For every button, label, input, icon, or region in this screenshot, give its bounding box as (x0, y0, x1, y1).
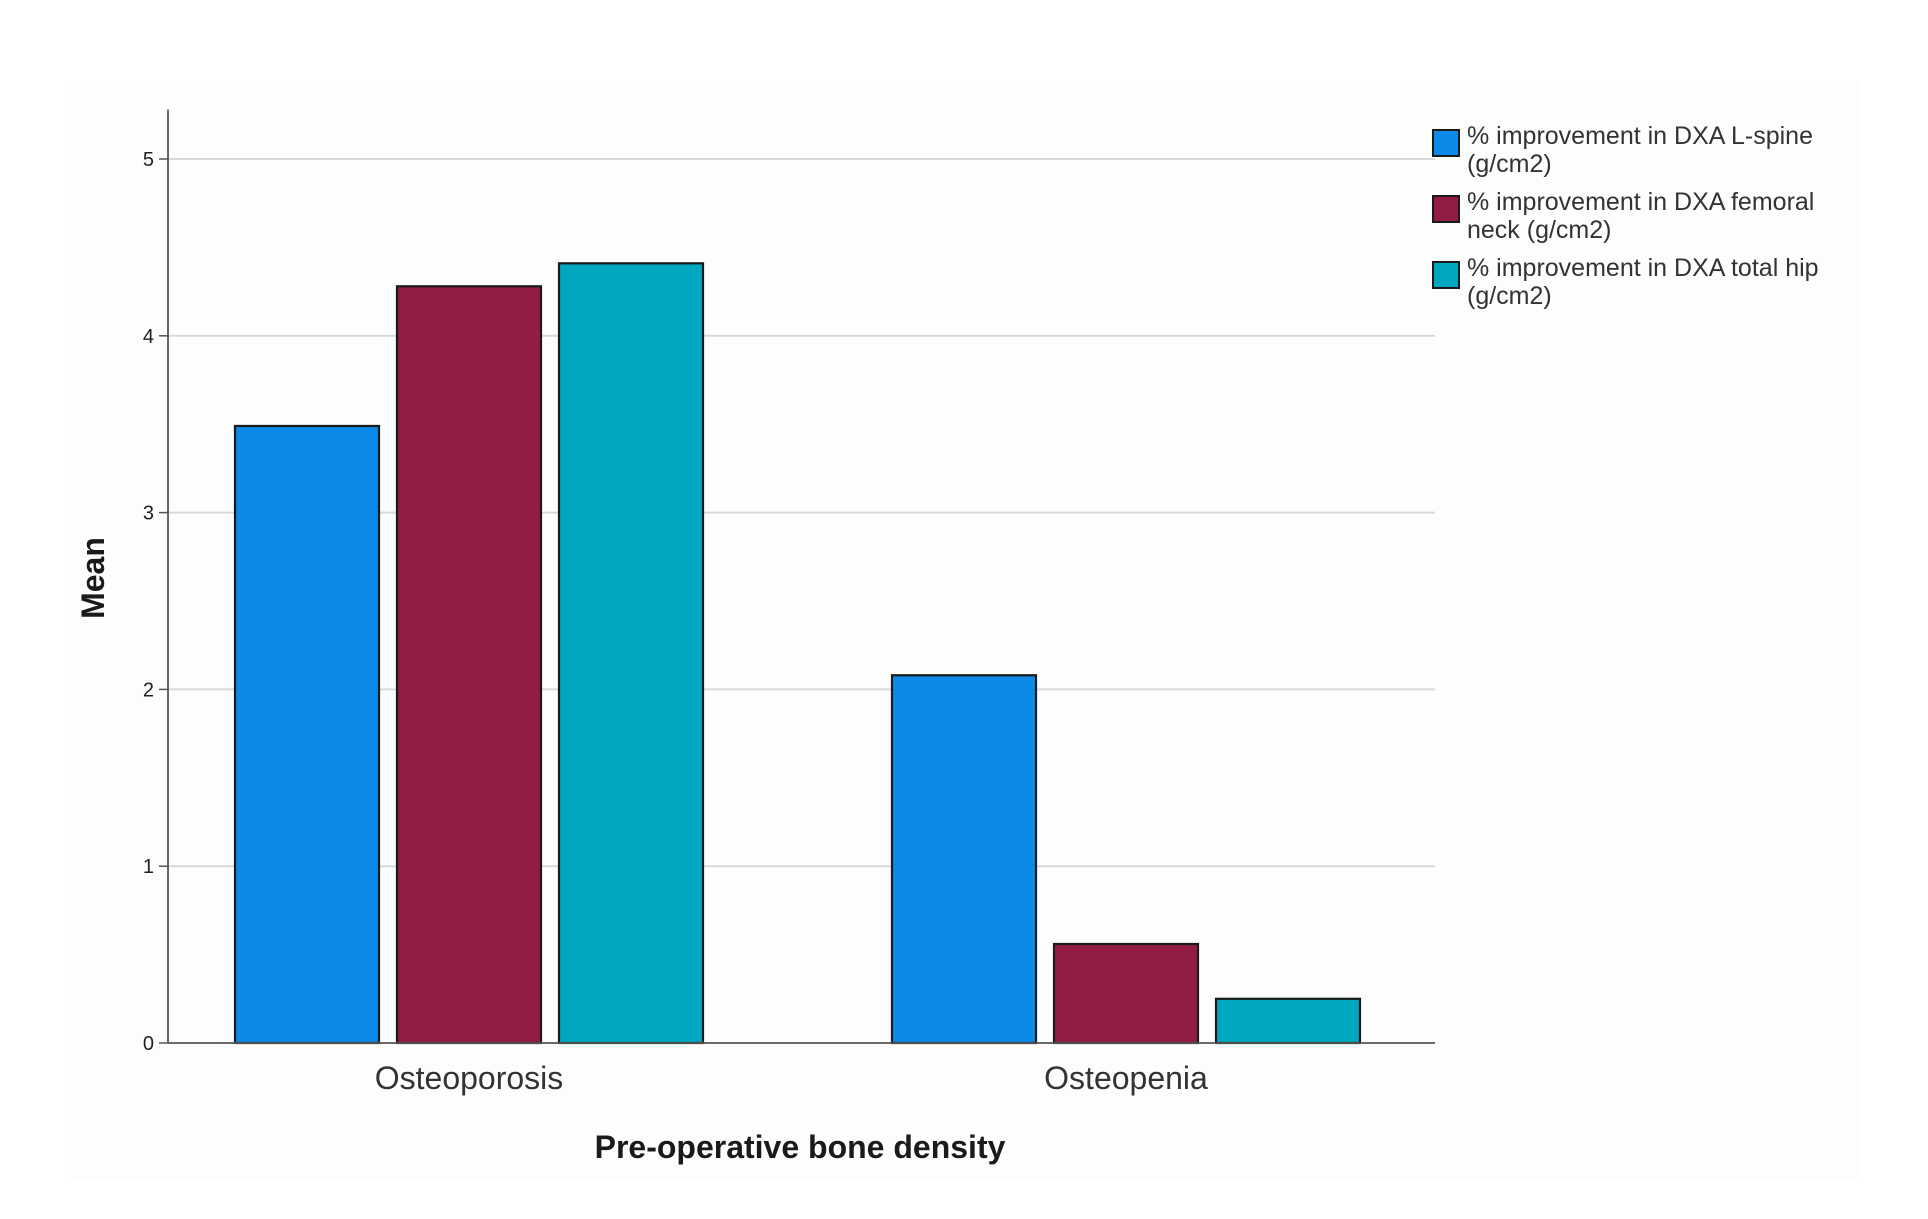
x-tick-label: Osteoporosis (375, 1060, 564, 1096)
legend-label-line: % improvement in DXA L-spine (1467, 122, 1813, 150)
legend-label: % improvement in DXA L-spine (g/cm2) (1467, 122, 1813, 178)
bar (890, 674, 1038, 1045)
legend-label: % improvement in DXA total hip (g/cm2) (1467, 254, 1819, 310)
x-tick-label: Osteopenia (1044, 1060, 1208, 1096)
bars (233, 262, 1362, 1045)
legend-swatch (1432, 129, 1460, 157)
bar (1052, 942, 1200, 1045)
legend-label-line: % improvement in DXA femoral (1467, 188, 1814, 216)
legend: % improvement in DXA L-spine (g/cm2)% imp… (1432, 122, 1819, 310)
y-tick-label: 2 (143, 679, 154, 701)
x-axis-title: Pre-operative bone density (595, 1129, 1006, 1165)
bar (1214, 997, 1362, 1045)
legend-swatch (1432, 261, 1460, 289)
y-axis-title: Mean (75, 537, 111, 619)
y-tick-label: 3 (143, 503, 154, 525)
bar (395, 285, 543, 1045)
legend-label-line: (g/cm2) (1467, 282, 1552, 310)
legend-label: % improvement in DXA femoral neck (g/cm2) (1467, 188, 1814, 244)
legend-label-line: (g/cm2) (1467, 150, 1552, 178)
legend-label-line: % improvement in DXA total hip (1467, 254, 1819, 282)
legend-label-line: neck (g/cm2) (1467, 216, 1611, 244)
y-tick-label: 4 (143, 326, 154, 348)
y-tick-label: 1 (143, 856, 154, 878)
legend-swatch (1432, 195, 1460, 223)
bar (233, 424, 381, 1045)
y-tick-label: 0 (143, 1033, 154, 1055)
bar (557, 262, 705, 1045)
y-tick-label: 5 (143, 149, 154, 171)
axes: 0 1 2 3 4 5 Osteoporosis Osteopenia Pre-operativ… (75, 109, 1435, 1165)
